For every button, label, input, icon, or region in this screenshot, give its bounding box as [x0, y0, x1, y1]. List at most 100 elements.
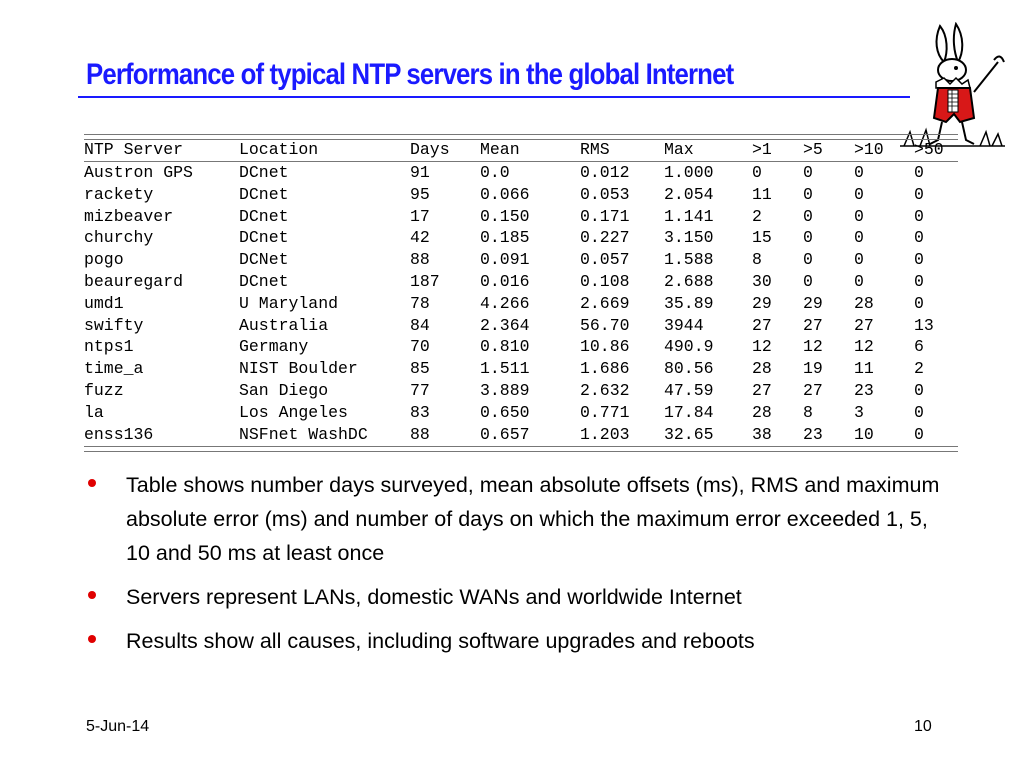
cell-col-mean: 0.150 [480, 206, 530, 226]
cell-col-mean: 0.657 [480, 424, 530, 444]
cell-col-server: fuzz [84, 381, 124, 400]
cell-col-days: 78 [410, 293, 430, 313]
cell-col-mean: 0.185 [480, 228, 530, 248]
cell-col-location: San Diego [239, 381, 329, 400]
cell-col-max: 1.141 [664, 206, 714, 226]
cell-col-gt10: 0 [854, 250, 864, 270]
cell-col-days: 85 [410, 359, 430, 379]
table-row: rackety DCnet 95 0.066 0.053 2.054 11 0 0 0 [84, 184, 958, 206]
table-row: la Los Angeles 83 0.650 0.771 17.84 28 8 3 0 [84, 402, 958, 424]
header-col-mean: Mean [480, 140, 520, 159]
cell-col-days: 95 [410, 184, 430, 204]
cell-col-rms: 1.686 [580, 359, 630, 379]
cell-col-rms: 0.057 [580, 250, 630, 270]
cell-col-mean: 0.0 [480, 163, 510, 182]
cell-col-rms: 0.771 [580, 402, 630, 422]
bullet-text: Servers represent LANs, domestic WANs an… [126, 585, 742, 609]
header-col-max: Max [664, 140, 694, 159]
cell-col-server: pogo [84, 250, 124, 270]
cell-col-max: 35.89 [664, 293, 714, 313]
table-row: Austron GPS DCnet 91 0.0 0.012 1.000 0 0 0 0 [84, 162, 958, 184]
header-col-gt5: >5 [803, 140, 823, 159]
cell-col-mean: 4.266 [480, 293, 530, 313]
cell-col-rms: 0.108 [580, 272, 630, 291]
cell-col-location: Los Angeles [239, 402, 348, 422]
cell-col-gt5: 27 [803, 315, 823, 335]
cell-col-max: 490.9 [664, 337, 714, 357]
cell-col-gt1: 27 [752, 315, 772, 335]
cell-col-gt1: 8 [752, 250, 762, 270]
bullet-dot-icon [88, 591, 96, 599]
cell-col-gt1: 11 [752, 184, 772, 204]
cell-col-gt10: 0 [854, 228, 864, 248]
cell-col-gt10: 27 [854, 315, 874, 335]
table-row: swifty Australia 84 2.364 56.70 3944 27 27 27 13 [84, 315, 958, 337]
cell-col-server: time_a [84, 359, 144, 379]
table-row: mizbeaver DCnet 17 0.150 0.171 1.141 2 0 0 0 [84, 206, 958, 228]
header-col-gt50: >50 [914, 140, 944, 159]
cell-col-gt10: 11 [854, 359, 874, 379]
cell-col-server: churchy [84, 228, 154, 248]
cell-col-location: DCnet [239, 228, 289, 248]
cell-col-gt1: 28 [752, 402, 772, 422]
cell-col-gt10: 0 [854, 163, 864, 182]
table-row: umd1 U Maryland 78 4.266 2.669 35.89 29 29 28 0 [84, 293, 958, 315]
header-col-gt1: >1 [752, 140, 772, 159]
cell-col-max: 32.65 [664, 424, 714, 444]
table-row: churchy DCnet 42 0.185 0.227 3.150 15 0 0 0 [84, 227, 958, 249]
cell-col-days: 88 [410, 250, 430, 270]
cell-col-gt5: 27 [803, 381, 823, 400]
table-row: fuzz San Diego 77 3.889 2.632 47.59 27 27 23 0 [84, 380, 958, 402]
cell-col-location: DCnet [239, 163, 289, 182]
cell-col-rms: 10.86 [580, 337, 630, 357]
cell-col-server: la [84, 402, 104, 422]
cell-col-max: 1.588 [664, 250, 714, 270]
cell-col-max: 3.150 [664, 228, 714, 248]
cell-col-gt10: 10 [854, 424, 874, 444]
cell-col-gt10: 0 [854, 184, 864, 204]
cell-col-days: 187 [410, 272, 440, 291]
cell-col-gt5: 23 [803, 424, 823, 444]
cell-col-server: umd1 [84, 293, 124, 313]
table-row: enss136 NSFnet WashDC 88 0.657 1.203 32.65 38 2… [84, 424, 958, 446]
cell-col-days: 88 [410, 424, 430, 444]
cell-col-max: 47.59 [664, 381, 714, 400]
header-col-gt10: >10 [854, 140, 884, 159]
white-rabbit-icon [900, 22, 1005, 147]
cell-col-gt1: 12 [752, 337, 772, 357]
cell-col-server: beauregard [84, 272, 184, 291]
cell-col-gt50: 0 [914, 206, 924, 226]
cell-col-days: 77 [410, 381, 430, 400]
bullet-item: Servers represent LANs, domestic WANs an… [88, 580, 948, 614]
bullet-text: Results show all causes, including softw… [126, 629, 755, 653]
cell-col-rms: 2.632 [580, 381, 630, 400]
cell-col-server: swifty [84, 315, 144, 335]
table-bottom-rule [84, 446, 958, 452]
cell-col-gt10: 12 [854, 337, 874, 357]
cell-col-days: 91 [410, 163, 430, 182]
cell-col-server: ntps1 [84, 337, 134, 357]
cell-col-max: 80.56 [664, 359, 714, 379]
cell-col-gt10: 0 [854, 206, 864, 226]
cell-col-server: mizbeaver [84, 206, 174, 226]
cell-col-gt5: 0 [803, 250, 813, 270]
cell-col-location: NIST Boulder [239, 359, 358, 379]
cell-col-max: 17.84 [664, 402, 714, 422]
cell-col-location: NSFnet WashDC [239, 424, 368, 444]
cell-col-gt1: 27 [752, 381, 772, 400]
bullet-item: Table shows number days surveyed, mean a… [88, 468, 948, 570]
cell-col-rms: 0.053 [580, 184, 630, 204]
cell-col-location: DCnet [239, 206, 289, 226]
cell-col-rms: 0.171 [580, 206, 630, 226]
cell-col-server: enss136 [84, 424, 154, 444]
cell-col-rms: 56.70 [580, 315, 630, 335]
cell-col-gt1: 38 [752, 424, 772, 444]
cell-col-gt10: 28 [854, 293, 874, 313]
cell-col-gt5: 0 [803, 163, 813, 182]
cell-col-gt5: 0 [803, 228, 813, 248]
cell-col-gt50: 0 [914, 272, 924, 291]
cell-col-location: Germany [239, 337, 309, 357]
bullet-dot-icon [88, 479, 96, 487]
cell-col-gt50: 0 [914, 250, 924, 270]
cell-col-gt50: 0 [914, 381, 924, 400]
